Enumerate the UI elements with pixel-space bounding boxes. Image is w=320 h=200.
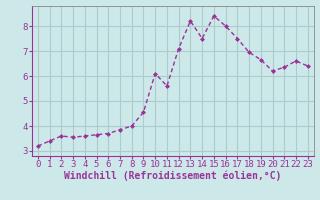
X-axis label: Windchill (Refroidissement éolien,°C): Windchill (Refroidissement éolien,°C) — [64, 171, 282, 181]
